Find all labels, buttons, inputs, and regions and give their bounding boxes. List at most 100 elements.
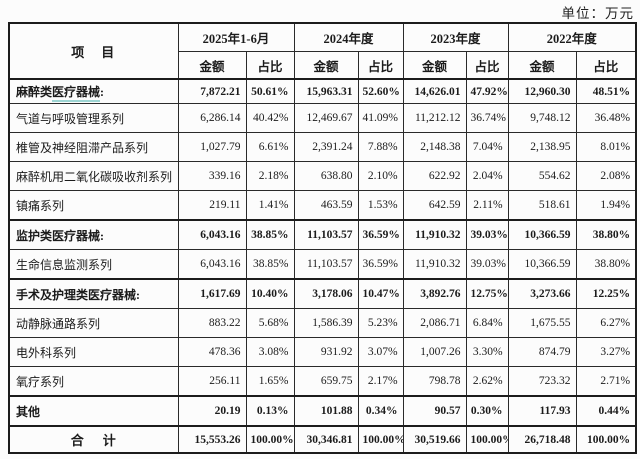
row-label: 其他 xyxy=(8,395,179,427)
row-label: 手术及护理类医疗器械: xyxy=(8,278,179,309)
amount-sub-header: 金额 xyxy=(177,51,247,80)
amount-cell: 11,212.12 xyxy=(402,103,467,133)
ratio-cell: 1.41% xyxy=(245,190,295,221)
ratio-cell: 48.51% xyxy=(575,78,637,104)
row-label: 动静脉通路系列 xyxy=(8,308,179,338)
amount-cell: 6,043.16 xyxy=(177,249,247,280)
year-group-header: 2025年1-6月 xyxy=(177,22,295,52)
ratio-cell: 36.59% xyxy=(357,219,404,250)
ratio-cell: 0.44% xyxy=(575,395,637,427)
amount-cell: 20.19 xyxy=(177,395,247,427)
ratio-cell: 3.27% xyxy=(575,337,637,367)
ratio-cell: 100.00% xyxy=(245,425,295,454)
amount-sub-header: 金额 xyxy=(507,51,577,80)
amount-cell: 874.79 xyxy=(507,337,577,367)
ratio-cell: 5.68% xyxy=(245,308,295,338)
row-label-marked-text: 医疗器械 xyxy=(52,85,101,102)
ratio-cell: 10.40% xyxy=(245,278,295,309)
row-label-text: 麻醉类 xyxy=(16,85,53,99)
ratio-cell: 100.00% xyxy=(357,425,404,454)
amount-cell: 6,043.16 xyxy=(177,219,247,250)
amount-cell: 12,960.30 xyxy=(507,78,577,104)
row-label: 生命信息监测系列 xyxy=(8,249,179,280)
ratio-cell: 3.07% xyxy=(357,337,404,367)
row-label: 合 计 xyxy=(8,425,179,454)
amount-cell: 1,617.69 xyxy=(177,278,247,309)
amount-cell: 2,138.95 xyxy=(507,132,577,162)
amount-cell: 478.36 xyxy=(177,337,247,367)
ratio-cell: 2.71% xyxy=(575,366,637,397)
ratio-cell: 47.92% xyxy=(465,78,509,104)
ratio-cell: 6.61% xyxy=(245,132,295,162)
ratio-cell: 38.80% xyxy=(575,219,637,250)
unit-label: 单位：万元 xyxy=(561,6,634,21)
table-row: 其他 20.19 0.13% 101.88 0.34% 90.57 0.30% 117.93 0… xyxy=(8,395,637,427)
amount-cell: 11,910.32 xyxy=(402,249,467,280)
ratio-cell: 0.30% xyxy=(465,395,509,427)
amount-cell: 11,103.57 xyxy=(293,219,359,250)
ratio-cell: 41.09% xyxy=(357,103,404,133)
ratio-cell: 1.94% xyxy=(575,190,637,221)
table-header: 项 目 2025年1-6月 2024年度 2023年度 2022年度 金额 占比 金额 占比… xyxy=(8,22,637,80)
amount-cell: 7,872.21 xyxy=(177,78,247,104)
row-label: 监护类医疗器械: xyxy=(8,219,179,250)
amount-cell: 3,892.76 xyxy=(402,278,467,309)
amount-cell: 723.32 xyxy=(507,366,577,397)
ratio-cell: 36.74% xyxy=(465,103,509,133)
amount-cell: 15,963.31 xyxy=(293,78,359,104)
amount-cell: 9,748.12 xyxy=(507,103,577,133)
row-label: 电外科系列 xyxy=(8,337,179,367)
ratio-cell: 52.60% xyxy=(357,78,404,104)
ratio-cell: 100.00% xyxy=(575,425,637,454)
amount-cell: 90.57 xyxy=(402,395,467,427)
amount-cell: 11,910.32 xyxy=(402,219,467,250)
ratio-cell: 36.48% xyxy=(575,103,637,133)
amount-cell: 622.92 xyxy=(402,161,467,191)
ratio-cell: 0.34% xyxy=(357,395,404,427)
amount-cell: 642.59 xyxy=(402,190,467,221)
amount-cell: 12,469.67 xyxy=(293,103,359,133)
amount-cell: 2,086.71 xyxy=(402,308,467,338)
ratio-cell: 100.00% xyxy=(465,425,509,454)
ratio-cell: 1.53% xyxy=(357,190,404,221)
table-row: 椎管及神经阻滞产品系列 1,027.79 6.61% 2,391.24 7.88% 2,1… xyxy=(8,132,637,162)
amount-cell: 11,103.57 xyxy=(293,249,359,280)
amount-cell: 1,027.79 xyxy=(177,132,247,162)
amount-cell: 117.93 xyxy=(507,395,577,427)
ratio-cell: 12.25% xyxy=(575,278,637,309)
table-row: 氧疗系列 256.11 1.65% 659.75 2.17% 798.78 2.62% 723… xyxy=(8,366,637,397)
ratio-cell: 1.65% xyxy=(245,366,295,397)
row-label: 麻醉机用二氧化碳吸收剂系列 xyxy=(8,161,179,191)
table-row: 手术及护理类医疗器械: 1,617.69 10.40% 3,178.06 10.47% 3… xyxy=(8,278,637,309)
ratio-cell: 7.88% xyxy=(357,132,404,162)
amount-cell: 463.59 xyxy=(293,190,359,221)
ratio-sub-header: 占比 xyxy=(245,51,295,80)
amount-cell: 6,286.14 xyxy=(177,103,247,133)
row-label: 椎管及神经阻滞产品系列 xyxy=(8,132,179,162)
ratio-cell: 2.08% xyxy=(575,161,637,191)
table-row: 监护类医疗器械: 6,043.16 38.85% 11,103.57 36.59% 11,… xyxy=(8,219,637,250)
ratio-cell: 2.18% xyxy=(245,161,295,191)
amount-cell: 554.62 xyxy=(507,161,577,191)
amount-cell: 339.16 xyxy=(177,161,247,191)
table-row: 镇痛系列 219.11 1.41% 463.59 1.53% 642.59 2.11% 518… xyxy=(8,190,637,221)
amount-cell: 10,366.59 xyxy=(507,249,577,280)
ratio-sub-header: 占比 xyxy=(465,51,509,80)
ratio-cell: 38.85% xyxy=(245,249,295,280)
amount-cell: 3,178.06 xyxy=(293,278,359,309)
row-label: 氧疗系列 xyxy=(8,366,179,397)
header-year-row: 项 目 2025年1-6月 2024年度 2023年度 2022年度 xyxy=(8,22,637,80)
ratio-cell: 36.59% xyxy=(357,249,404,280)
amount-cell: 1,675.55 xyxy=(507,308,577,338)
ratio-cell: 2.17% xyxy=(357,366,404,397)
table-row: 合 计 15,553.26 100.00% 30,346.81 100.00% 30,51… xyxy=(8,425,637,454)
ratio-cell: 50.61% xyxy=(245,78,295,104)
amount-cell: 2,391.24 xyxy=(293,132,359,162)
ratio-cell: 39.03% xyxy=(465,249,509,280)
amount-cell: 30,346.81 xyxy=(293,425,359,454)
amount-cell: 2,148.38 xyxy=(402,132,467,162)
amount-cell: 219.11 xyxy=(177,190,247,221)
amount-cell: 1,007.26 xyxy=(402,337,467,367)
amount-cell: 30,519.66 xyxy=(402,425,467,454)
amount-sub-header: 金额 xyxy=(293,51,359,80)
